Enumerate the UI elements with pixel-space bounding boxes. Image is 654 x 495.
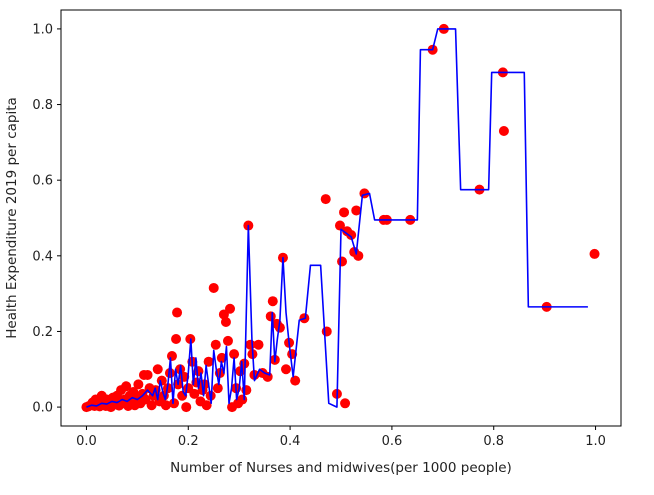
- y-tick-label: 0.4: [32, 249, 53, 264]
- scatter-point: [334, 220, 345, 231]
- scatter-point: [237, 394, 248, 405]
- scatter-point: [166, 351, 177, 362]
- scatter-point: [267, 296, 278, 307]
- scatter-point: [121, 381, 132, 392]
- scatter-point: [210, 339, 221, 350]
- scatter-point: [229, 349, 240, 360]
- scatter-point: [351, 205, 362, 216]
- scatter-point: [274, 322, 285, 333]
- scatter-point: [152, 364, 163, 375]
- x-tick-label: 0.6: [382, 434, 403, 449]
- scatter-point: [133, 379, 144, 390]
- plot-frame: [60, 9, 622, 427]
- fit-line: [86, 28, 588, 408]
- scatter-point: [142, 369, 153, 380]
- scatter-point: [164, 368, 175, 379]
- x-tick-label: 0.0: [76, 434, 97, 449]
- axes-layer: 0.0 0.2 0.4 0.6 0.8 1.0 0.0 0.2 0.4 0.6 0.8 1.0: [32, 22, 606, 449]
- scatter-point: [253, 339, 264, 350]
- y-tick-label: 0.8: [32, 98, 53, 113]
- x-tick-label: 0.8: [483, 434, 504, 449]
- scatter-series: [81, 23, 600, 413]
- scatter-point: [281, 364, 292, 375]
- y-tick-label: 1.0: [32, 22, 53, 37]
- x-tick-label: 0.2: [178, 434, 199, 449]
- scatter-point: [146, 400, 157, 411]
- scatter-point: [339, 207, 350, 218]
- scatter-point: [172, 307, 183, 318]
- scatter-point: [225, 303, 236, 314]
- scatter-point: [346, 230, 357, 241]
- y-axis-label: Health Expenditure 2019 per capita: [4, 97, 20, 339]
- y-tick-label: 0.2: [32, 325, 53, 340]
- scatter-point: [353, 250, 364, 261]
- scatter-point: [212, 383, 223, 394]
- plot-data-layer: [81, 23, 600, 413]
- y-tick-label: 0.0: [32, 401, 53, 416]
- scatter-point: [203, 356, 214, 367]
- x-tick-label: 1.0: [585, 434, 606, 449]
- scatter-point: [208, 282, 219, 293]
- scatter-point: [222, 335, 233, 346]
- scatter-point: [189, 388, 200, 399]
- scatter-point: [169, 398, 180, 409]
- scatter-point: [320, 194, 331, 205]
- scatter-point: [181, 402, 192, 413]
- scatter-point: [337, 256, 348, 267]
- scatter-point: [290, 375, 301, 386]
- y-tick-label: 0.6: [32, 174, 53, 189]
- x-axis-label: Number of Nurses and midwives(per 1000 p…: [170, 460, 512, 476]
- scatter-point: [340, 398, 351, 409]
- scatter-point: [171, 334, 182, 345]
- scatter-point: [589, 248, 600, 259]
- scatter-point: [321, 326, 332, 337]
- scatter-point: [220, 317, 231, 327]
- scatter-point: [498, 126, 509, 137]
- x-tick-label: 0.4: [280, 434, 301, 449]
- scatter-point: [160, 400, 171, 411]
- scatter-point: [201, 400, 212, 411]
